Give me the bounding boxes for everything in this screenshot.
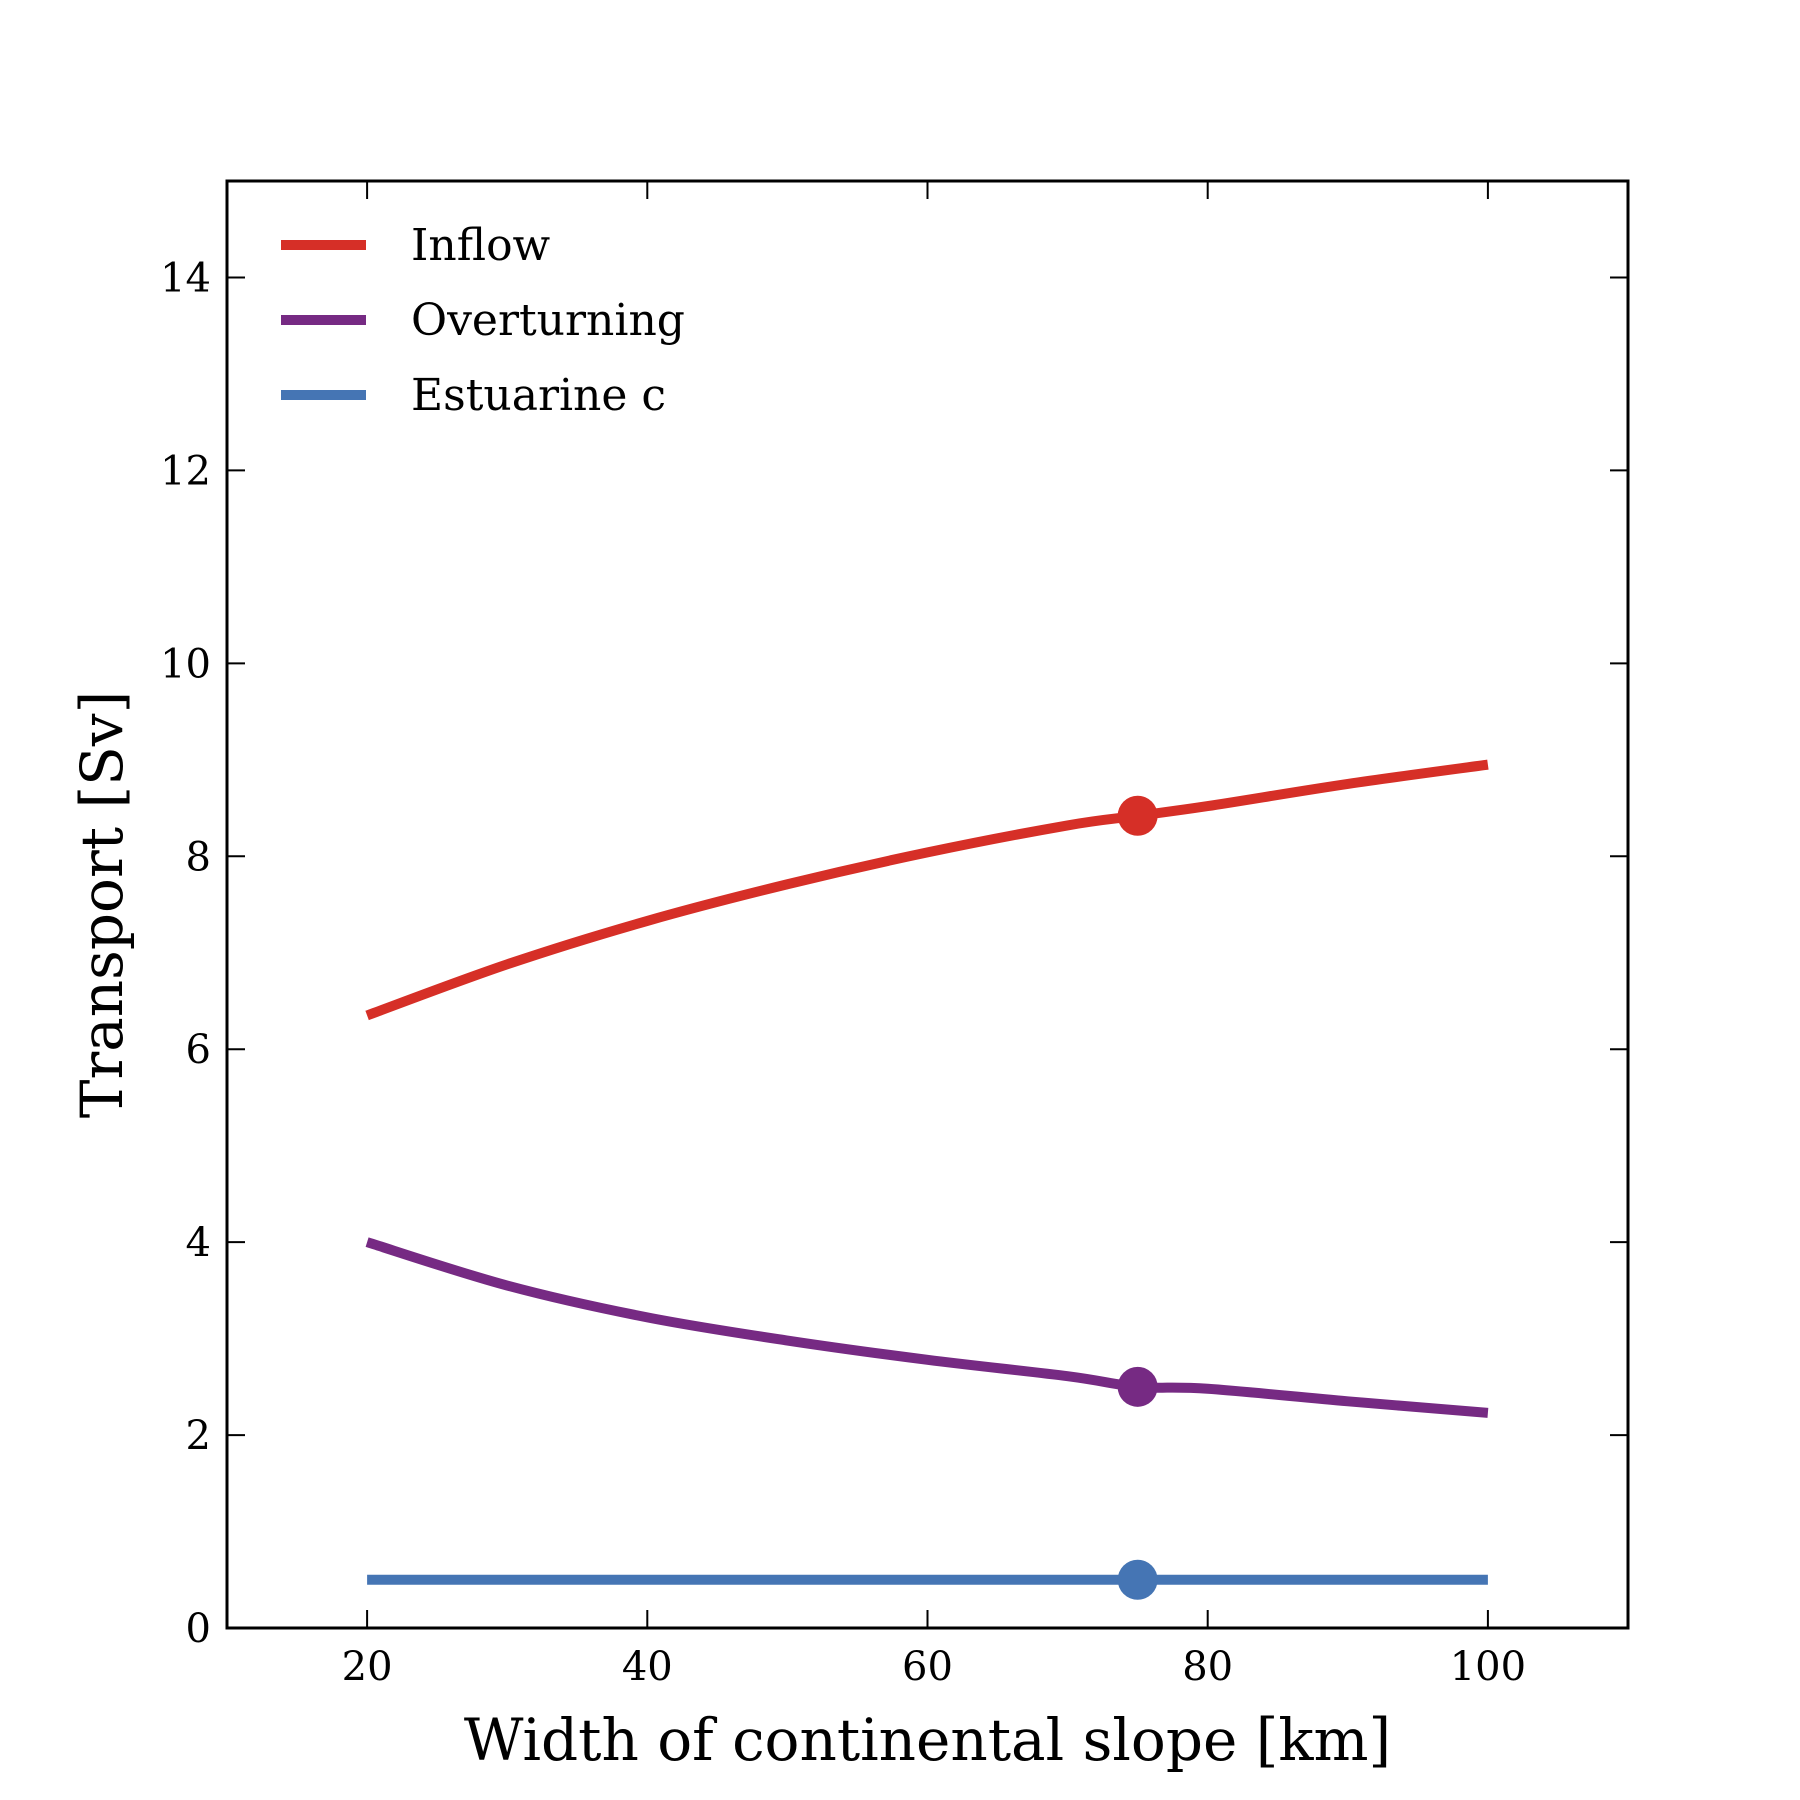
x-tick-label: 60 bbox=[902, 1644, 953, 1690]
y-tick-label: 0 bbox=[186, 1606, 211, 1652]
marker-inflow bbox=[1117, 795, 1158, 836]
x-axis-label: Width of continental slope [km] bbox=[464, 1706, 1391, 1774]
series-line-inflow bbox=[365, 759, 1489, 1021]
marker-overturning bbox=[1117, 1366, 1158, 1407]
y-axis-label: Transport [Sv] bbox=[68, 691, 136, 1118]
x-tick-label: 100 bbox=[1450, 1644, 1526, 1690]
legend-item-inflow: Inflow bbox=[281, 220, 551, 271]
y-tick-label: 6 bbox=[186, 1027, 211, 1073]
y-tick-label: 12 bbox=[160, 448, 211, 494]
legend-label: Inflow bbox=[411, 220, 551, 271]
y-tick-label: 4 bbox=[186, 1220, 211, 1266]
legend-item-estuarine-c: Estuarine c bbox=[281, 370, 666, 421]
series-line-overturning bbox=[365, 1237, 1489, 1418]
series-layer bbox=[365, 759, 1489, 1585]
y-tick-label: 10 bbox=[160, 641, 211, 687]
legend-item-overturning: Overturning bbox=[281, 295, 685, 346]
legend-label: Overturning bbox=[411, 295, 685, 346]
legend-label: Estuarine c bbox=[411, 370, 666, 421]
x-tick-label: 80 bbox=[1182, 1644, 1233, 1690]
y-tick-label: 2 bbox=[186, 1413, 211, 1459]
legend: Inflow Overturning Estuarine c bbox=[281, 220, 685, 421]
marker-estuarine-c bbox=[1117, 1559, 1158, 1600]
y-tick-label: 14 bbox=[160, 255, 211, 301]
y-tick-label: 8 bbox=[186, 834, 211, 880]
x-tick-label: 40 bbox=[622, 1644, 673, 1690]
x-tick-label: 20 bbox=[342, 1644, 393, 1690]
tick-layer: 20 40 60 80 100 0 2 4 6 8 10 12 14 bbox=[160, 181, 1628, 1690]
marker-layer bbox=[1117, 795, 1158, 1600]
